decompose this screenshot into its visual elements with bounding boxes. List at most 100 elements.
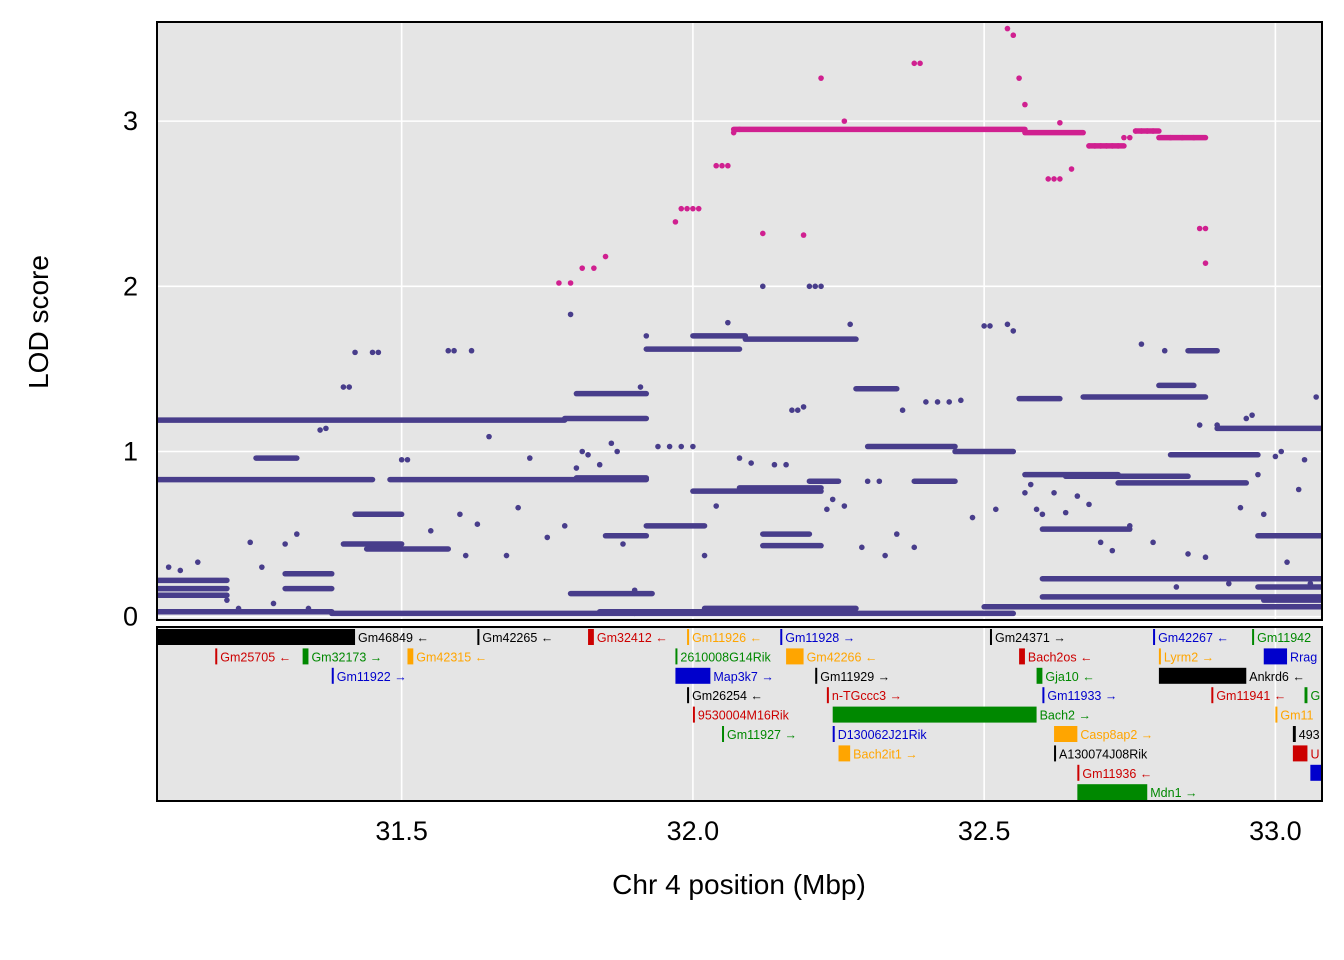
background-point [643, 333, 650, 339]
background-point [736, 455, 743, 461]
gene-label: Gm42267 ← [1158, 631, 1229, 645]
gene-label: Gm11941 ← [1216, 689, 1286, 703]
highlight-point [672, 219, 679, 225]
background-point [369, 349, 376, 356]
highlight-point [579, 265, 586, 271]
background-point [608, 440, 615, 447]
highlight-point [1150, 128, 1156, 134]
gene-bar [1292, 745, 1308, 762]
background-point [841, 503, 848, 509]
gene-label: Gm11936 ← [1082, 767, 1152, 781]
background-point [398, 456, 405, 463]
gene-bar [1263, 648, 1288, 665]
gene-label: Ankrd6 ← [1249, 670, 1305, 684]
background-point [427, 527, 434, 534]
gene-bar [1153, 629, 1156, 645]
background-point [981, 323, 987, 329]
background-point [725, 319, 731, 326]
background-point [1249, 412, 1255, 418]
background-point [1226, 580, 1232, 587]
gene-bar [826, 687, 829, 704]
background-point [235, 605, 242, 612]
gene-bar [477, 629, 480, 645]
x-tick-label: 33.0 [1249, 816, 1302, 846]
background-point [1196, 422, 1203, 428]
axes: 0 1 2 3 31.5 32.0 32.5 33.0 [123, 21, 1323, 846]
gene-bar [989, 629, 992, 645]
y-axis-title: LOD score [23, 255, 54, 389]
gene-label: Gm24371 → [995, 631, 1066, 645]
background-point [829, 496, 836, 503]
gene-label: Bach2 → [1040, 709, 1091, 723]
background-point [282, 541, 288, 547]
background-point [1097, 539, 1104, 546]
highlight-point [1051, 176, 1057, 182]
background-point [812, 283, 819, 290]
background-point [317, 427, 323, 433]
background-point [294, 531, 300, 537]
gene-bar [1211, 687, 1214, 704]
gene-bar [687, 629, 690, 645]
gene-label: Bach2it1 → [853, 747, 918, 761]
x-tick-label: 32.0 [667, 816, 720, 846]
background-point [503, 552, 510, 559]
background-point [859, 544, 865, 551]
background-point [1033, 506, 1040, 513]
background-point [882, 552, 888, 559]
background-point [544, 534, 551, 541]
gene-panel-background [157, 627, 1322, 801]
gene-bar [215, 648, 218, 665]
background-point [445, 347, 452, 354]
background-point [1237, 504, 1244, 511]
background-point [1272, 453, 1279, 460]
background-point [666, 443, 673, 450]
background-point [806, 283, 813, 290]
highlight-series [556, 25, 1209, 286]
highlight-point [1196, 225, 1203, 232]
gene-label: Gja10 ← [1045, 670, 1094, 684]
background-point [579, 448, 586, 455]
gene-bar [1158, 648, 1161, 665]
gene-label: U [1310, 747, 1319, 761]
gene-label: Gm46849 ← [358, 631, 429, 645]
background-point [177, 567, 184, 574]
y-tick-label: 3 [123, 106, 138, 136]
highlight-point [1103, 143, 1110, 149]
lod-plot-area [157, 25, 1322, 617]
background-point [614, 448, 620, 455]
gene-label: 2610008G14Rik [680, 650, 771, 664]
background-point [561, 523, 568, 529]
background-point [899, 407, 906, 414]
background-point [1243, 415, 1250, 422]
background-point [701, 552, 708, 559]
gene-label: Gm11927 → [727, 728, 797, 742]
background-point [1010, 328, 1017, 334]
background-point [783, 461, 789, 468]
gene-bar [832, 726, 835, 742]
highlight-point [1097, 143, 1104, 149]
background-point [760, 283, 766, 290]
highlight-point [1179, 134, 1185, 141]
highlight-point [1167, 134, 1174, 141]
gene-label: 9530004M16Rik [698, 709, 790, 723]
gene-bar [832, 706, 1037, 723]
gene-bar [722, 726, 725, 742]
gene-bar [675, 648, 678, 665]
background-point [655, 443, 661, 450]
highlight-point [736, 126, 743, 133]
background-point [451, 347, 457, 354]
background-point [1202, 554, 1209, 561]
background-point [596, 461, 603, 468]
background-point [1278, 448, 1285, 455]
gene-bar [331, 667, 334, 684]
background-point [1161, 347, 1168, 354]
background-point [893, 531, 900, 537]
gene-bar [407, 648, 414, 665]
background-point [567, 311, 574, 318]
x-axis-title: Chr 4 position (Mbp) [612, 869, 866, 900]
highlight-point [1121, 134, 1127, 141]
gene-label: A130074J08Rik [1059, 747, 1148, 761]
y-tick-label: 1 [123, 437, 138, 467]
background-point [748, 460, 754, 466]
gene-bar [1054, 745, 1057, 762]
